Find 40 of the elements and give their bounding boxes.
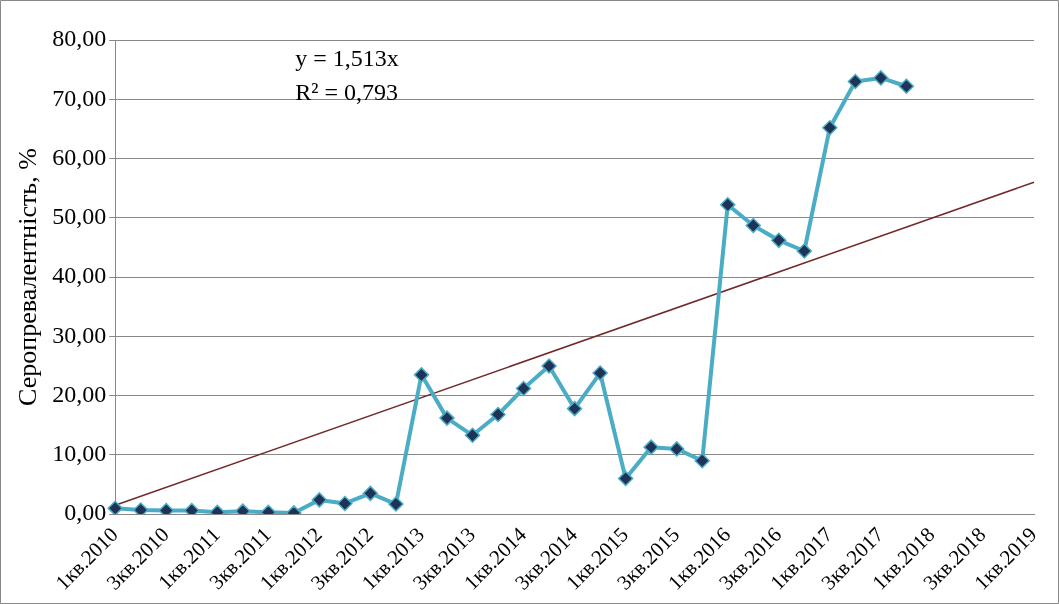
annotation: y = 1,513x xyxy=(295,45,399,72)
point xyxy=(592,365,608,381)
point xyxy=(771,232,787,249)
point xyxy=(311,492,328,508)
point xyxy=(490,406,506,423)
y-tick-label: 60,00 xyxy=(52,143,107,170)
y-tick-label: 0,00 xyxy=(64,499,107,526)
point xyxy=(898,78,915,94)
point xyxy=(388,496,404,512)
point xyxy=(719,197,736,213)
point xyxy=(132,502,149,515)
y-axis-title: Серопревалентність, % xyxy=(13,148,43,406)
point xyxy=(515,380,532,397)
point xyxy=(107,500,123,515)
point xyxy=(362,485,379,502)
point xyxy=(464,427,481,444)
point xyxy=(541,358,557,374)
point xyxy=(822,119,838,136)
point xyxy=(796,243,813,259)
y-tick-label: 20,00 xyxy=(52,380,107,407)
y-tick-label: 40,00 xyxy=(52,262,107,289)
point xyxy=(413,367,430,383)
point xyxy=(566,400,583,417)
point xyxy=(668,441,685,457)
point xyxy=(158,502,174,515)
y-tick-label: 30,00 xyxy=(52,321,107,348)
point xyxy=(617,470,634,487)
point xyxy=(745,217,762,234)
point xyxy=(439,410,455,426)
point xyxy=(873,70,889,86)
annotation: R² = 0,793 xyxy=(295,79,398,106)
point xyxy=(184,502,200,515)
point xyxy=(694,453,710,469)
y-tick-label: 70,00 xyxy=(52,84,107,111)
y-tick-label: 10,00 xyxy=(52,440,107,467)
point xyxy=(643,439,659,455)
y-tick-label: 50,00 xyxy=(52,203,107,230)
y-tick-label: 80,00 xyxy=(52,25,107,52)
point xyxy=(847,73,864,90)
point xyxy=(337,495,353,512)
